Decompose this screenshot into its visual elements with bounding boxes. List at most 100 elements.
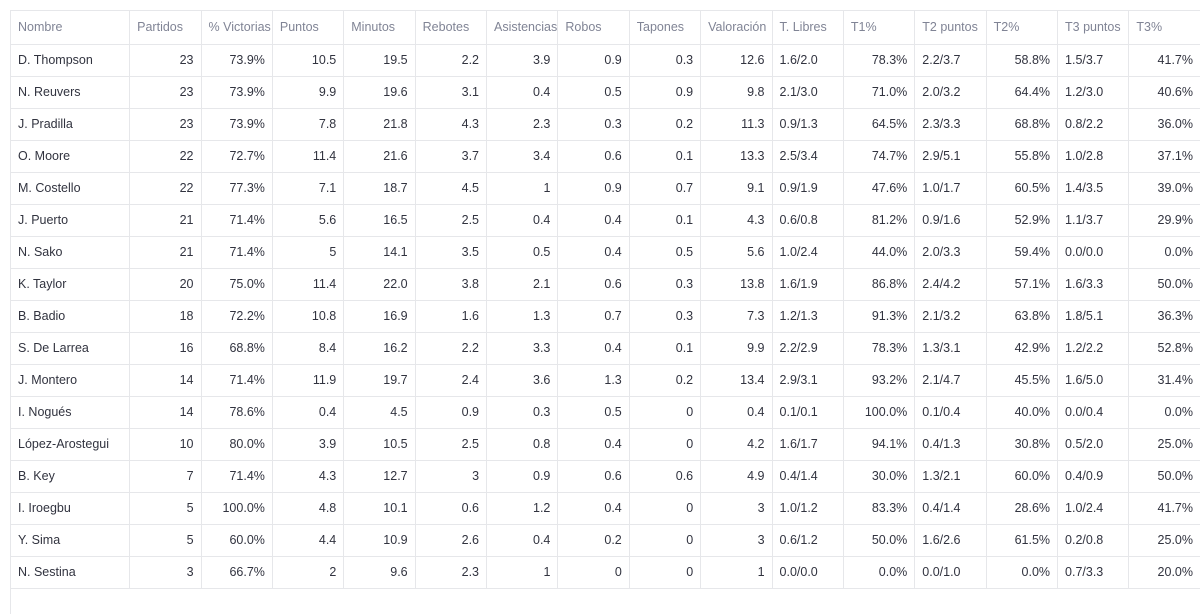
table-cell[interactable]: 0.9 [486,460,559,493]
table-cell[interactable]: 1.6/3.3 [1057,268,1130,301]
table-cell[interactable]: 13.3 [700,140,773,173]
table-cell[interactable]: 12.7 [343,460,416,493]
table-row[interactable]: D. Thompson 23 73.9% 10.5 19.5 2.2 3.9 0.9 0.3 12… [11,44,1200,77]
table-cell[interactable]: 0.3 [629,44,702,77]
table-cell[interactable]: 21.6 [343,140,416,173]
player-name-cell[interactable]: I. Iroegbu [11,492,131,525]
table-cell[interactable]: 5 [129,492,202,525]
table-cell[interactable]: 12.6 [700,44,773,77]
table-cell[interactable]: 9.1 [700,172,773,205]
player-name-cell[interactable]: I. Nogués [11,396,131,429]
table-cell[interactable]: 16.2 [343,332,416,365]
table-cell[interactable]: 16 [129,332,202,365]
column-header[interactable]: T. Libres [772,11,844,45]
table-cell[interactable]: 0.6 [557,140,630,173]
table-cell[interactable]: 7.8 [272,108,345,141]
table-cell[interactable]: 40.6% [1128,76,1200,109]
table-row[interactable]: J. Puerto 21 71.4% 5.6 16.5 2.5 0.4 0.4 0.1 4.3 0.… [11,204,1200,237]
table-row[interactable]: J. Montero 14 71.4% 11.9 19.7 2.4 3.6 1.3 0.2 13.… [11,364,1200,397]
table-cell[interactable]: 7.3 [700,300,773,333]
table-cell[interactable]: 0.9/1.9 [772,172,844,205]
table-cell[interactable]: 1.3 [557,364,630,397]
table-cell[interactable]: 71.4% [201,236,273,269]
player-name-cell[interactable]: N. Sestina [11,556,131,589]
table-cell[interactable]: 4.4 [272,524,345,557]
table-cell[interactable]: 0.5/2.0 [1057,428,1130,461]
table-cell[interactable]: 83.3% [843,492,916,525]
table-cell[interactable]: 68.8% [986,108,1059,141]
table-cell[interactable]: 1.0/1.2 [772,492,844,525]
table-cell[interactable]: 2.3/3.3 [914,108,987,141]
player-name-cell[interactable]: López-Arostegui [11,428,131,461]
table-cell[interactable]: 19.7 [343,364,416,397]
table-cell[interactable]: 2.3 [415,556,488,589]
column-header[interactable]: T3 puntos [1057,11,1130,45]
table-row[interactable]: B. Key 7 71.4% 4.3 12.7 3 0.9 0.6 0.6 4.9 0.4/1.4 3… [11,460,1200,493]
table-cell[interactable]: 4.2 [700,428,773,461]
table-cell[interactable]: 0.4 [486,524,559,557]
table-cell[interactable]: 1.5/3.7 [1057,44,1130,77]
table-cell[interactable]: 3 [700,524,773,557]
column-header[interactable]: Minutos [343,11,416,45]
table-cell[interactable]: 14 [129,396,202,429]
table-cell[interactable]: 0.4/1.3 [914,428,987,461]
table-cell[interactable]: 9.9 [272,76,345,109]
table-cell[interactable]: 9.8 [700,76,773,109]
table-row[interactable]: M. Costello 22 77.3% 7.1 18.7 4.5 1 0.9 0.7 9.1 0.… [11,172,1200,205]
table-cell[interactable]: 22 [129,172,202,205]
table-cell[interactable]: 59.4% [986,236,1059,269]
table-cell[interactable]: 36.0% [1128,108,1200,141]
table-cell[interactable]: 1.3 [486,300,559,333]
table-cell[interactable]: 1.8/5.1 [1057,300,1130,333]
table-cell[interactable]: 0.0/0.0 [1057,236,1130,269]
table-cell[interactable]: 80.0% [201,428,273,461]
table-row[interactable]: B. Badio 18 72.2% 10.8 16.9 1.6 1.3 0.7 0.3 7.3 1.… [11,300,1200,333]
table-cell[interactable]: 66.7% [201,556,273,589]
table-cell[interactable]: 78.6% [201,396,273,429]
table-row[interactable]: Y. Sima 5 60.0% 4.4 10.9 2.6 0.4 0.2 0 3 0.6/1.2 50… [11,524,1200,557]
table-cell[interactable]: 2.2 [415,332,488,365]
table-cell[interactable]: 64.4% [986,76,1059,109]
table-cell[interactable]: 0.4/1.4 [772,460,844,493]
player-name-cell[interactable]: J. Montero [11,364,131,397]
table-cell[interactable]: 0.4 [557,332,630,365]
table-cell[interactable]: 1.6/2.0 [772,44,844,77]
table-cell[interactable]: 0.9 [557,172,630,205]
table-cell[interactable]: 78.3% [843,44,916,77]
table-cell[interactable]: 20.0% [1128,556,1200,589]
table-cell[interactable]: 0.4 [486,204,559,237]
column-header[interactable]: T2% [986,11,1059,45]
table-cell[interactable]: 0.1 [629,204,702,237]
table-cell[interactable]: 16.5 [343,204,416,237]
player-name-cell[interactable]: J. Puerto [11,204,131,237]
table-cell[interactable]: 0.5 [557,76,630,109]
table-cell[interactable]: 11.3 [700,108,773,141]
table-cell[interactable]: 10.1 [343,492,416,525]
table-cell[interactable]: 1.0/2.4 [772,236,844,269]
table-row[interactable]: K. Taylor 20 75.0% 11.4 22.0 3.8 2.1 0.6 0.3 13.8… [11,268,1200,301]
table-cell[interactable]: 0.9 [415,396,488,429]
table-cell[interactable]: 7 [129,460,202,493]
table-cell[interactable]: 1.3/2.1 [914,460,987,493]
table-cell[interactable]: 40.0% [986,396,1059,429]
table-cell[interactable]: 0.6 [629,460,702,493]
table-cell[interactable]: 0.0% [1128,236,1200,269]
table-cell[interactable]: 22 [129,140,202,173]
table-cell[interactable]: 47.6% [843,172,916,205]
table-cell[interactable]: 1 [486,556,559,589]
player-name-cell[interactable]: O. Moore [11,140,131,173]
table-cell[interactable]: 2.4 [415,364,488,397]
table-cell[interactable]: 0.3 [486,396,559,429]
table-cell[interactable]: 7.1 [272,172,345,205]
table-cell[interactable]: 72.7% [201,140,273,173]
table-row[interactable]: I. Nogués 14 78.6% 0.4 4.5 0.9 0.3 0.5 0 0.4 0.1/0… [11,396,1200,429]
column-header[interactable]: T3% [1128,11,1200,45]
column-header[interactable]: Rebotes [415,11,488,45]
table-cell[interactable]: 1.1/3.7 [1057,204,1130,237]
table-cell[interactable]: 41.7% [1128,492,1200,525]
table-cell[interactable]: 41.7% [1128,44,1200,77]
table-cell[interactable]: 0.0% [843,556,916,589]
table-cell[interactable]: 0.6 [415,492,488,525]
table-cell[interactable]: 10.5 [343,428,416,461]
table-cell[interactable]: 0.8 [486,428,559,461]
